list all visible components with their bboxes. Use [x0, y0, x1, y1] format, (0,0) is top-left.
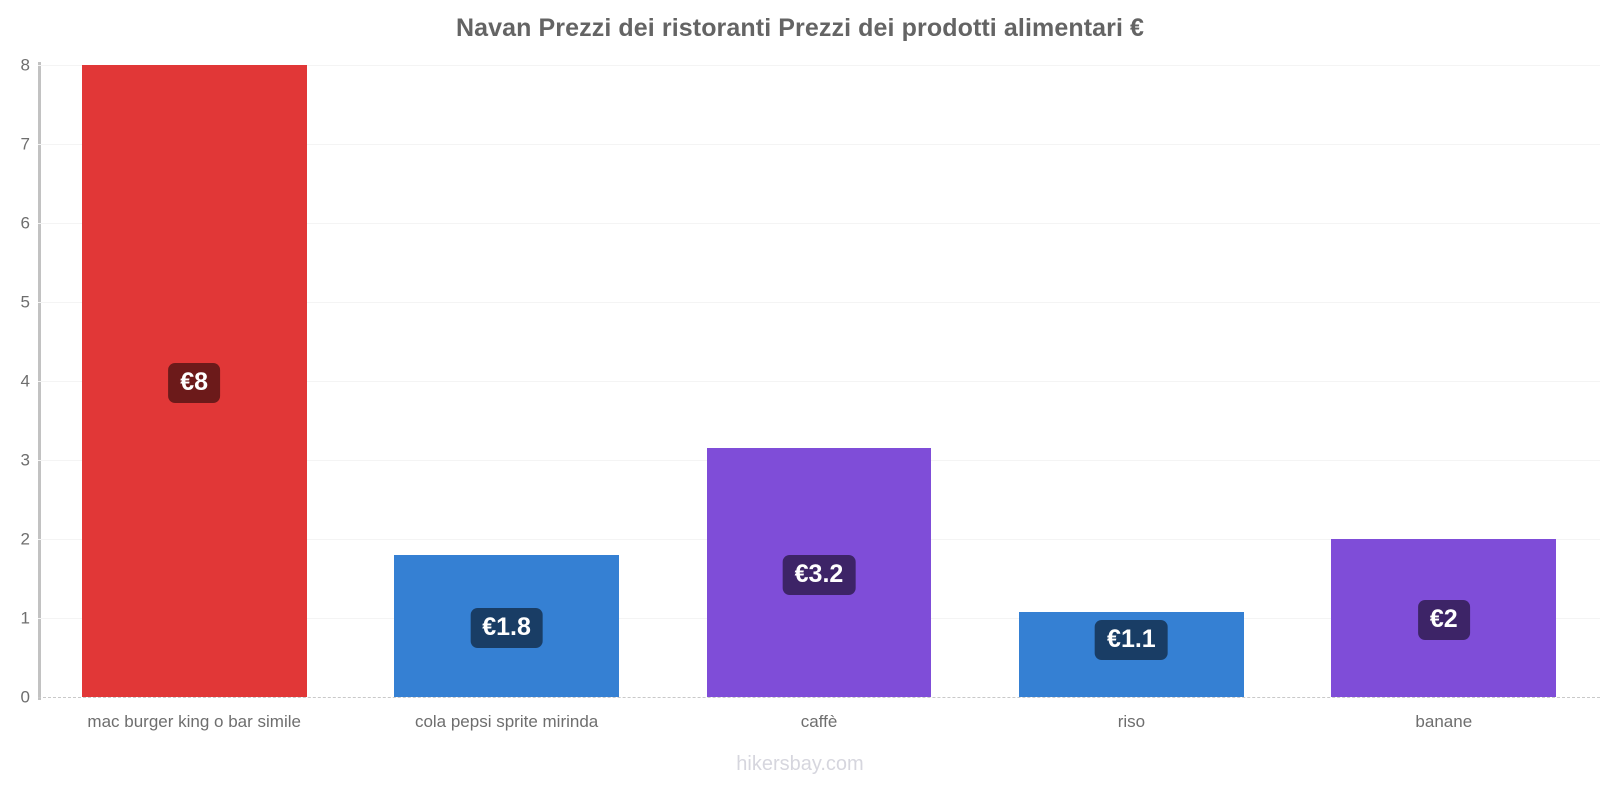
x-axis-tick-label: mac burger king o bar simile: [87, 712, 301, 731]
bar-value-label: €3.2: [782, 554, 856, 595]
x-axis-tick-label: cola pepsi sprite mirinda: [414, 712, 599, 731]
bar-value-label: €2: [1417, 600, 1470, 640]
x-axis-tick-label: riso: [1117, 712, 1146, 731]
y-axis-tick-label: 4: [20, 371, 30, 391]
bar[interactable]: €2: [1331, 539, 1557, 697]
y-axis-tick-label: 7: [20, 134, 30, 154]
y-axis-tick-label: 3: [20, 450, 30, 470]
bar[interactable]: €1.1: [1018, 612, 1244, 697]
gridline: [38, 65, 1600, 66]
bar[interactable]: €8: [81, 65, 307, 697]
chart-footer-source: hikersbay.com: [736, 753, 864, 775]
y-axis-tick-label: 5: [20, 292, 30, 312]
chart-title: Navan Prezzi dei ristoranti Prezzi dei p…: [455, 14, 1145, 42]
bar[interactable]: €3.2: [706, 448, 932, 697]
bar-value-label: €8: [168, 363, 221, 403]
y-axis-tick-label: 1: [20, 608, 30, 628]
y-axis-tick-label: 2: [20, 529, 30, 549]
plot-area: €8 €1.8 €3.2 €1.1 €2: [38, 65, 1600, 698]
x-axis-tick-label: caffè: [800, 712, 838, 731]
gridline: [38, 302, 1600, 303]
gridline: [38, 144, 1600, 145]
gridline: [38, 697, 1600, 698]
y-axis-tick-label: 0: [20, 687, 30, 707]
y-axis-tick-labels: 0 1 2 3 4 5 6 7 8: [0, 57, 30, 706]
bar-value-label: €1.1: [1095, 620, 1168, 661]
y-axis-tick-label: 8: [20, 55, 30, 75]
bar[interactable]: €1.8: [394, 554, 620, 697]
x-axis-tick-labels: mac burger king o bar simile cola pepsi s…: [38, 712, 1600, 742]
gridline: [38, 381, 1600, 382]
x-axis-tick-label: banane: [1415, 712, 1473, 731]
y-axis-tick-label: 6: [20, 213, 30, 233]
gridline: [38, 223, 1600, 224]
bar-value-label: €1.8: [470, 607, 543, 648]
